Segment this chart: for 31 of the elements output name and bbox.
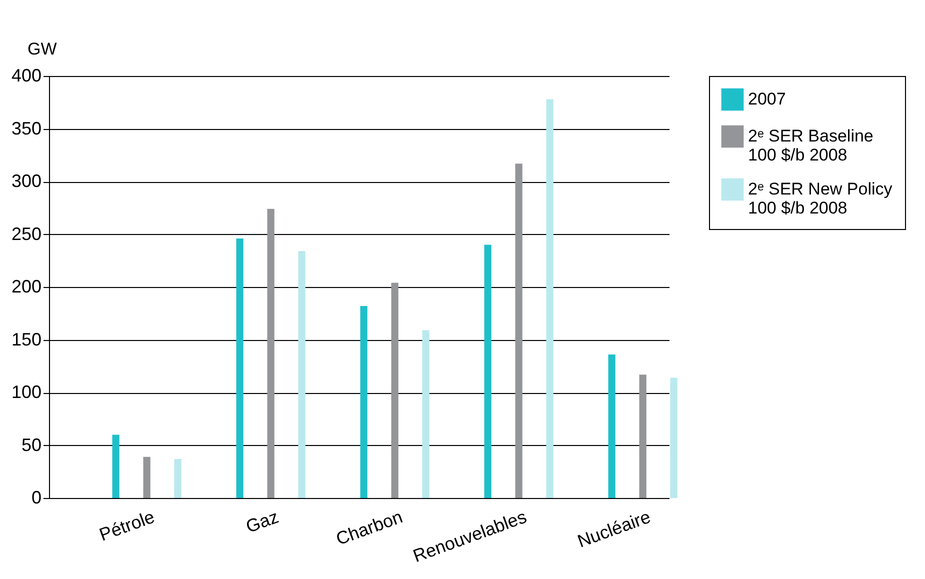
bar	[174, 458, 182, 498]
bar	[515, 164, 522, 498]
y-tick-label: 250	[11, 224, 42, 244]
legend-label: 2ᵉ SER New Policy 100 $/b 2008	[748, 180, 893, 218]
bar	[143, 456, 150, 498]
y-axis-title: GW	[28, 40, 57, 58]
y-tick-label: 0	[31, 488, 42, 508]
y-tick-label: 100	[11, 382, 42, 402]
bar	[484, 244, 492, 498]
bar	[422, 330, 430, 498]
bar	[546, 99, 554, 498]
x-tick-label: Charbon	[333, 506, 406, 550]
bar	[391, 282, 398, 498]
bar	[298, 251, 306, 498]
bar	[112, 434, 120, 498]
y-tick-label: 200	[11, 276, 42, 296]
y-tick-label: 150	[11, 329, 42, 350]
bar	[236, 238, 244, 498]
bar	[267, 208, 274, 498]
x-tick-label: Pétrole	[96, 506, 158, 545]
bar	[670, 378, 678, 498]
y-tick-label: 300	[11, 171, 42, 191]
legend-label: 2ᵉ SER Baseline 100 $/b 2008	[748, 126, 874, 164]
bar	[360, 306, 368, 498]
y-tick-label: 350	[11, 118, 42, 138]
y-tick-label: 50	[21, 434, 42, 455]
bar	[639, 374, 646, 498]
legend-label: 2007	[748, 90, 786, 108]
y-tick-label: 400	[11, 66, 42, 86]
x-tick-label: Gaz	[243, 506, 282, 537]
bar	[608, 354, 616, 498]
